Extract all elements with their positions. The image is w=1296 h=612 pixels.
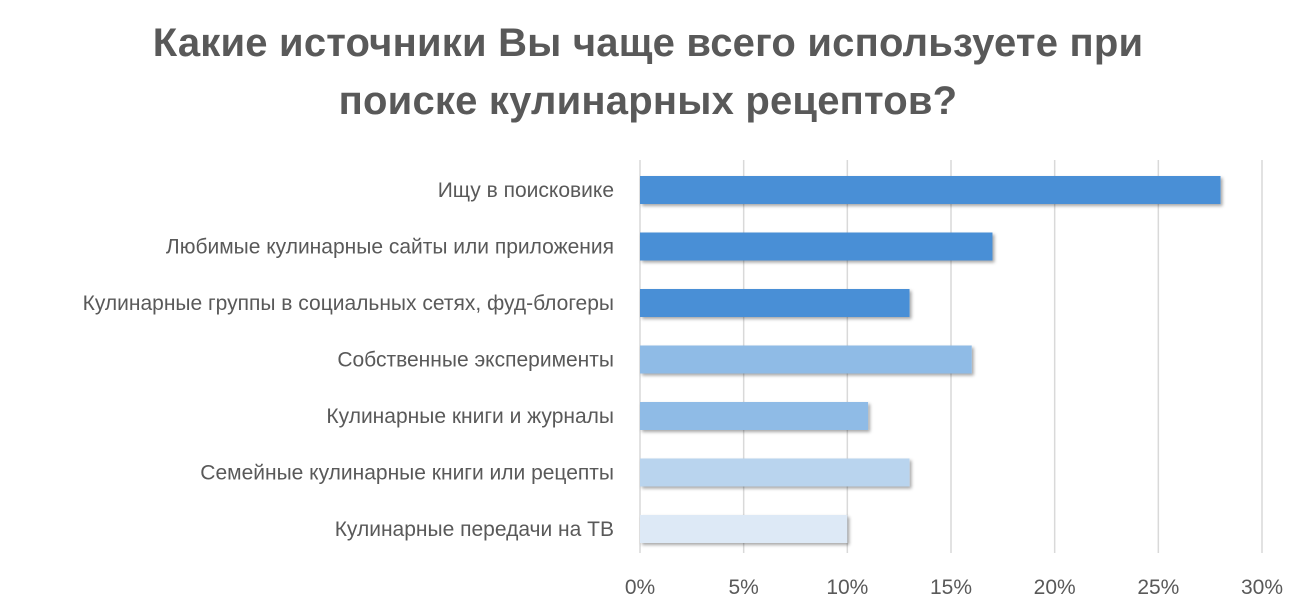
chart-title-line-1: Какие источники Вы чаще всего использует… [152, 21, 1144, 65]
x-axis-ticks: 0% 5% 10% 15% 20% 25% 30% [625, 576, 1283, 599]
bar [640, 402, 869, 430]
x-tick-label: 30% [1241, 576, 1283, 599]
bar [640, 345, 972, 374]
category-label: Кулинарные группы в социальных сетях, фу… [83, 292, 614, 315]
category-label: Собственные эксперименты [337, 349, 614, 372]
category-label: Семейные кулинарные книги или рецепты [200, 462, 614, 485]
bar [640, 232, 993, 261]
bar [640, 289, 910, 317]
x-tick-label: 5% [728, 576, 758, 599]
x-tick-label: 15% [930, 576, 972, 599]
x-tick-label: 0% [625, 576, 655, 599]
x-tick-label: 10% [826, 576, 868, 599]
bars [640, 176, 1221, 543]
chart-title-line-2: поиске кулинарных рецептов? [338, 79, 958, 123]
bar [640, 458, 910, 487]
bar [640, 515, 848, 543]
category-label: Кулинарные передачи на ТВ [335, 518, 614, 541]
category-label: Ищу в поисковике [438, 179, 614, 202]
x-tick-label: 25% [1137, 576, 1179, 599]
bar [640, 176, 1221, 204]
category-labels: Ищу в поисковике Любимые кулинарные сайты… [83, 179, 614, 541]
chart-title: Какие источники Вы чаще всего использует… [0, 14, 1296, 130]
x-tick-label: 20% [1034, 576, 1076, 599]
category-label: Кулинарные книги и журналы [326, 405, 614, 428]
category-label: Любимые кулинарные сайты или приложения [166, 236, 614, 259]
